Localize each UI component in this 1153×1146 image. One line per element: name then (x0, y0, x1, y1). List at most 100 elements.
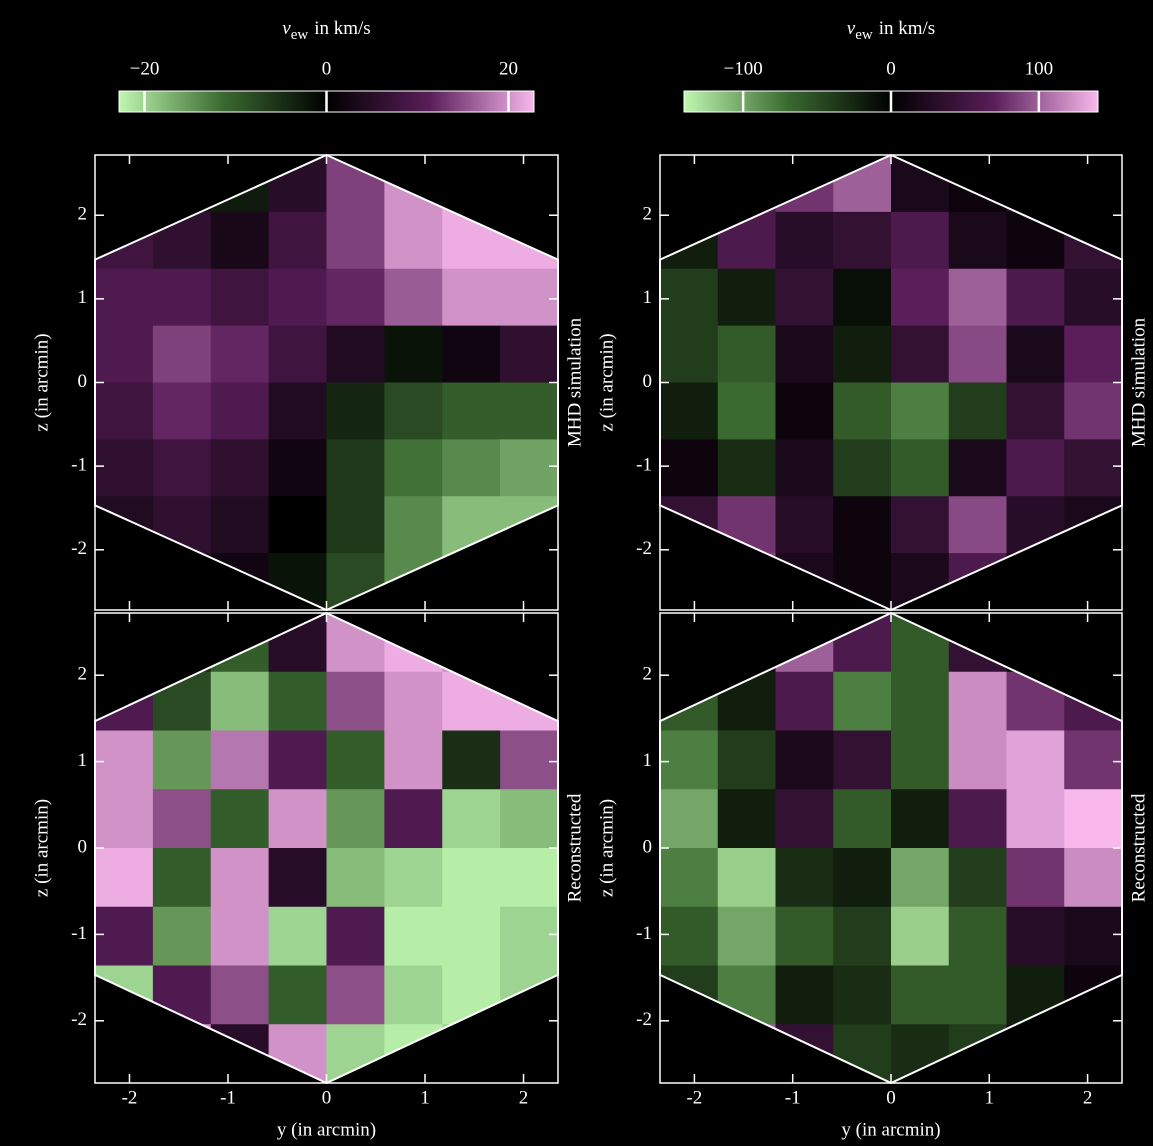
heatmap-cell (442, 439, 500, 496)
heatmap-cell (718, 326, 776, 383)
heatmap-cell (384, 212, 442, 269)
heatmap-cell (500, 439, 558, 496)
heatmap-cell (718, 439, 776, 496)
heatmap-cell (891, 731, 949, 790)
heatmap-cell (384, 269, 442, 326)
heatmap-cell (211, 212, 269, 269)
heatmap-cell (211, 731, 269, 790)
heatmap-cell (776, 731, 834, 790)
y-tick-label: -2 (71, 538, 87, 559)
heatmap-cell (269, 731, 327, 790)
heatmap-cell (384, 966, 442, 1025)
colorbar-tick-label: −20 (130, 58, 160, 79)
heatmap-cell (211, 907, 269, 966)
heatmap-cell (327, 789, 385, 848)
colorbar-tick-label: 20 (499, 58, 518, 79)
heatmap-cell (949, 789, 1007, 848)
heatmap-cell (1007, 269, 1065, 326)
heatmap-cell (776, 672, 834, 731)
heatmap-cell (211, 966, 269, 1025)
heatmap-cell (718, 269, 776, 326)
label-sub: ew (291, 27, 309, 43)
heatmap-cell (211, 848, 269, 907)
heatmap-cell (949, 326, 1007, 383)
heatmap-cell (776, 326, 834, 383)
heatmap-cell (327, 439, 385, 496)
heatmap-cell (949, 731, 1007, 790)
heatmap-cell (211, 789, 269, 848)
heatmap-cell (660, 731, 718, 790)
heatmap-cell (500, 789, 558, 848)
heatmap-cell (949, 212, 1007, 269)
y-tick-label: 0 (78, 371, 88, 392)
heatmap-cell (718, 907, 776, 966)
heatmap-cell (442, 326, 500, 383)
heatmap-cell (1007, 907, 1065, 966)
heatmap-cell (1007, 383, 1065, 440)
x-tick-label: 1 (985, 1087, 995, 1108)
heatmap-cell (949, 269, 1007, 326)
x-tick-label: -2 (122, 1087, 138, 1108)
heatmap-cell (833, 439, 891, 496)
y-tick-label: 2 (78, 664, 88, 685)
heatmap-cell (327, 496, 385, 553)
heatmap-cell (891, 966, 949, 1025)
heatmap-cell (384, 907, 442, 966)
y-tick-label: 2 (78, 204, 88, 225)
heatmap-cell (269, 212, 327, 269)
label-sub: ew (855, 27, 873, 43)
heatmap-cell (1007, 326, 1065, 383)
heatmap-cell (1064, 907, 1122, 966)
heatmap-cell (384, 731, 442, 790)
heatmap-cell (269, 848, 327, 907)
heatmap-cell (269, 326, 327, 383)
heatmap-cell (442, 731, 500, 790)
heatmap-cell (384, 326, 442, 383)
heatmap-cell (776, 383, 834, 440)
heatmap-cell (949, 383, 1007, 440)
heatmap-cell (211, 672, 269, 731)
heatmap-cell (327, 731, 385, 790)
y-axis-label: z (in arcmin) (31, 799, 52, 897)
heatmap-cell (891, 907, 949, 966)
colorbar-tick-label: −100 (724, 58, 763, 79)
x-tick-label: 2 (1083, 1087, 1093, 1108)
y-axis-label: z (in arcmin) (596, 799, 617, 897)
heatmap-cell (660, 789, 718, 848)
heatmap-cell (153, 848, 211, 907)
label-unit: in km/s (314, 18, 370, 39)
heatmap-cell (660, 907, 718, 966)
heatmap-cell (153, 383, 211, 440)
heatmap-cell (153, 269, 211, 326)
heatmap-cell (833, 848, 891, 907)
heatmap-cell (269, 496, 327, 553)
heatmap-cell (384, 439, 442, 496)
heatmap-cell (776, 789, 834, 848)
heatmap-cell (384, 848, 442, 907)
heatmap-cell (153, 789, 211, 848)
heatmap-cell (95, 269, 153, 326)
heatmap-cell (211, 269, 269, 326)
x-tick-label: 0 (886, 1087, 896, 1108)
figure: -2-1012z (in arcmin)MHD simulation−20020… (0, 0, 1153, 1146)
heatmap-cell (891, 496, 949, 553)
x-axis-label: y (in arcmin) (841, 1119, 940, 1140)
heatmap-cell (1064, 439, 1122, 496)
heatmap-cell (211, 496, 269, 553)
heatmap-cell (833, 269, 891, 326)
heatmap-cell (891, 848, 949, 907)
colorbar-tick-label: 0 (886, 58, 896, 79)
heatmap-cell (833, 383, 891, 440)
heatmap-cell (442, 848, 500, 907)
heatmap-cell (1064, 848, 1122, 907)
y-tick-label: 0 (78, 836, 88, 857)
heatmap-cell (1007, 789, 1065, 848)
heatmap-cell (500, 326, 558, 383)
heatmap-cell (269, 789, 327, 848)
heatmap-cell (95, 789, 153, 848)
colorbar-tick-label: 0 (322, 58, 332, 79)
heatmap-cell (891, 789, 949, 848)
heatmap-cell (776, 212, 834, 269)
heatmap-cell (327, 966, 385, 1025)
heatmap-cell (718, 383, 776, 440)
